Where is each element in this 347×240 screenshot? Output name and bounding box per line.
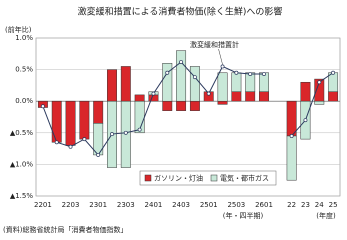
annotation: 激変緩和措置計: [190, 40, 239, 49]
bar: [134, 94, 145, 102]
bar: [148, 94, 159, 102]
source: (資料)総務省統計局「消費者物価指数」: [3, 225, 127, 234]
bar: [176, 50, 187, 102]
line-marker: [262, 72, 266, 76]
bar: [286, 135, 297, 181]
line-marker: [220, 64, 225, 69]
bar: [328, 91, 339, 102]
x-tick-label: 24: [315, 201, 324, 209]
line-marker: [206, 91, 211, 96]
bar: [314, 100, 325, 105]
x-tick-label: 2501: [200, 201, 218, 209]
x-tick-label: 23: [301, 201, 310, 209]
x-axis-label: (年・四半期): [223, 211, 264, 220]
x-tick-label: 2201: [34, 201, 52, 209]
line-marker: [137, 127, 142, 132]
line-marker: [68, 144, 73, 149]
bar: [176, 100, 187, 111]
bar: [189, 66, 200, 102]
line-marker: [110, 132, 114, 137]
bar: [231, 91, 242, 102]
line-marker: [96, 152, 101, 157]
bar: [79, 100, 90, 140]
line-marker: [289, 134, 294, 138]
x-tick-label: 2203: [62, 201, 80, 209]
line-marker: [82, 137, 87, 142]
chart-title: 激変緩和措置による消費者物価(除く生鮮)への影響: [78, 6, 283, 18]
bar: [162, 100, 173, 111]
bar: [51, 100, 62, 143]
x-axis-label: (年度): [316, 211, 336, 220]
bar: [107, 69, 117, 102]
line-marker: [40, 104, 45, 109]
y-tick-label: 1.0%: [15, 34, 33, 42]
legend-box: [139, 170, 277, 186]
bar: [259, 91, 269, 102]
line-marker: [151, 91, 156, 96]
y-axis-label: (前年比): [5, 25, 32, 34]
bar: [65, 100, 76, 146]
bar: [189, 100, 200, 111]
legend-label: ガソリン・灯油: [154, 174, 203, 183]
line-marker: [303, 118, 308, 123]
bar: [93, 100, 104, 124]
line-marker: [165, 70, 170, 75]
legend-swatch: [210, 174, 218, 182]
bar: [217, 72, 228, 102]
line-marker: [317, 80, 322, 85]
legend-swatch: [144, 174, 152, 182]
y-tick-label: ▲0.5%: [10, 129, 34, 137]
legend-label: 電気・都市ガス: [220, 174, 269, 183]
line-marker: [123, 130, 128, 135]
line-marker: [248, 72, 253, 76]
x-tick-label: 22: [287, 201, 296, 209]
x-tick-label: 2503: [227, 201, 245, 209]
line-marker: [234, 70, 239, 75]
x-tick-label: 25: [329, 201, 338, 209]
bar: [300, 81, 311, 102]
line-marker: [331, 70, 336, 75]
line-marker: [179, 60, 184, 64]
annotation-pointer: [218, 48, 223, 65]
x-tick-label: 2303: [117, 201, 135, 209]
bar: [286, 100, 297, 137]
line-marker: [54, 140, 59, 145]
x-tick-label: 2403: [172, 201, 190, 209]
y-tick-label: 0.0%: [15, 97, 33, 105]
bar: [162, 63, 173, 102]
x-tick-label: 2601: [255, 201, 273, 209]
y-tick-label: 0.5%: [15, 66, 33, 74]
y-tick-label: ▲1.5%: [10, 192, 34, 200]
line-marker: [192, 75, 197, 80]
y-tick-label: ▲1.0%: [10, 160, 34, 168]
x-tick-label: 2401: [145, 201, 163, 209]
bar: [217, 100, 228, 105]
bar: [231, 72, 242, 92]
x-tick-label: 2301: [89, 201, 107, 209]
bar: [245, 91, 256, 102]
bar: [120, 66, 131, 102]
